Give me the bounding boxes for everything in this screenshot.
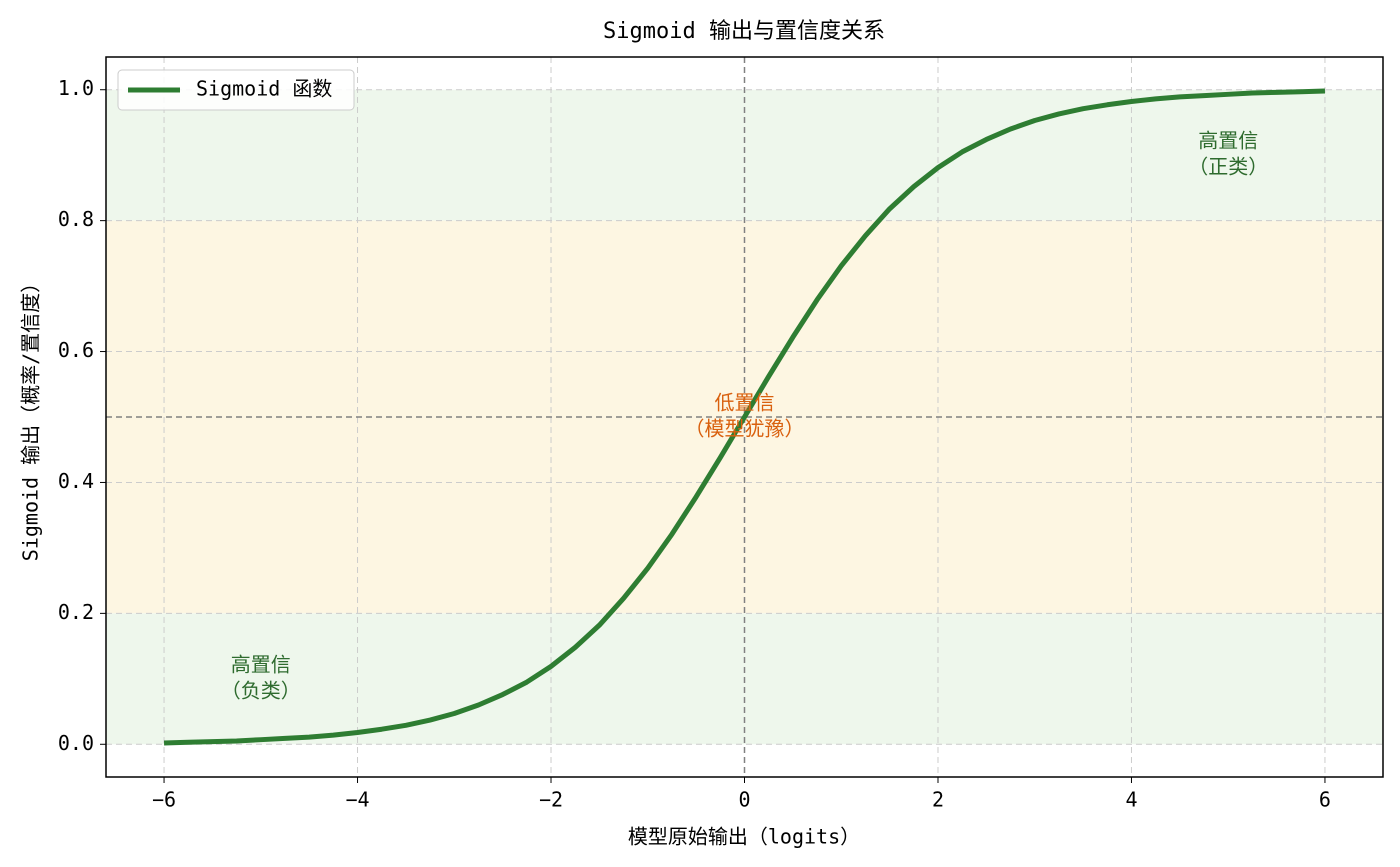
annotation: 高置信 [1198, 129, 1258, 153]
annotation: （正类） [1188, 155, 1268, 179]
x-tick-label: 4 [1125, 788, 1137, 812]
annotation: （负类） [221, 678, 301, 702]
annotation: 低置信 [715, 391, 775, 415]
annotation: （模型犹豫） [685, 417, 805, 441]
x-tick-label: 2 [932, 788, 944, 812]
y-tick-label: 1.0 [58, 76, 94, 100]
plot-frame [105, 56, 1384, 778]
x-tick-label: 6 [1319, 788, 1331, 812]
series-line [163, 88, 1326, 746]
y-tick-label: 0.8 [58, 207, 94, 231]
x-tick-label: 0 [738, 788, 750, 812]
legend-label: Sigmoid 函数 [196, 77, 332, 101]
x-tick-label: −4 [345, 788, 369, 812]
y-tick-label: 0.6 [58, 338, 94, 362]
y-tick-label: 0.4 [58, 469, 94, 493]
annotation: 高置信 [231, 652, 291, 676]
legend: Sigmoid 函数 [117, 69, 355, 111]
x-tick-label: −6 [152, 788, 176, 812]
chart-title: Sigmoid 输出与置信度关系 [603, 19, 885, 44]
y-axis-label: Sigmoid 输出（概率/置信度） [19, 273, 43, 561]
x-tick-label: −2 [539, 788, 563, 812]
y-tick-label: 0.0 [58, 731, 94, 755]
y-tick-label: 0.2 [58, 600, 94, 624]
legend-box [117, 69, 355, 111]
x-axis-label: 模型原始输出（logits） [628, 825, 860, 849]
